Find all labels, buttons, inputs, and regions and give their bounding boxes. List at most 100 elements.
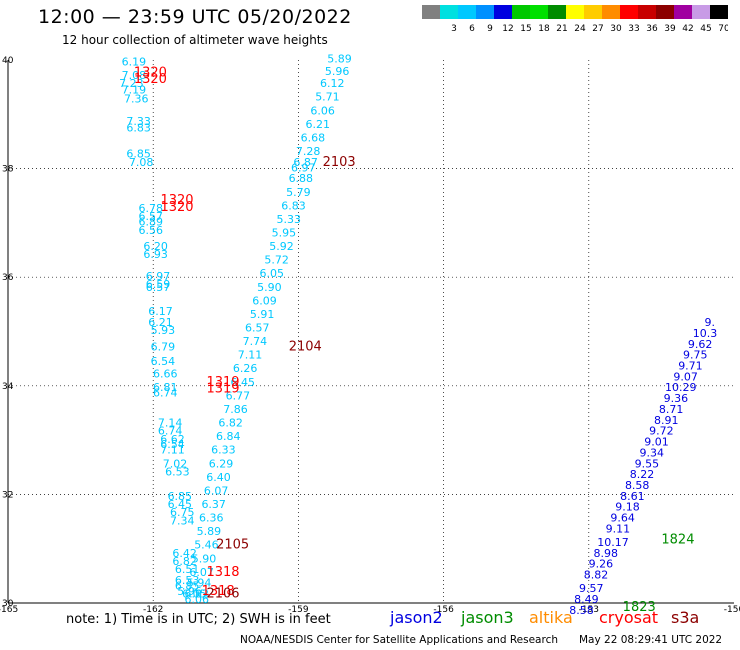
latitude-tick-label: 36 <box>2 273 14 283</box>
wave-height-value: 6.93 <box>143 248 168 261</box>
wave-height-value: 6.40 <box>206 471 231 484</box>
wave-height-value: 6.06 <box>185 593 210 606</box>
wave-height-value: 6.85 <box>126 148 151 161</box>
wave-height-value: 7.14 <box>158 417 183 430</box>
wave-height-value: 10.3 <box>693 327 718 340</box>
footer-credit: NOAA/NESDIS Center for Satellite Applica… <box>240 634 558 646</box>
pass-time-label: 1320 <box>134 65 167 80</box>
legend-level-label: 3 <box>451 24 457 34</box>
wave-height-value: 9.72 <box>649 425 674 438</box>
legend-swatch <box>512 5 530 19</box>
wave-height-value: 7.02 <box>163 457 188 470</box>
note-text: note: 1) Time is in UTC; 2) SWH is in fe… <box>66 612 331 627</box>
wave-height-value: 6.74 <box>153 387 178 400</box>
longitude-tick-label: -162 <box>143 605 163 615</box>
wave-height-value: 7.23 <box>119 77 144 90</box>
wave-height-value: 9.57 <box>579 582 604 595</box>
legend-swatch <box>638 5 656 19</box>
wave-height-value: 8.49 <box>574 593 599 606</box>
wave-height-value: 6.45 <box>168 498 193 511</box>
pass-time-label: 1320 <box>134 72 167 87</box>
wave-height-value: 6.74 <box>158 425 183 438</box>
wave-height-value: 5.71 <box>315 91 340 104</box>
pass-time-label: 2103 <box>323 155 356 170</box>
wave-height-value: 5.89 <box>327 53 352 66</box>
latitude-tick-label: 32 <box>2 490 13 500</box>
legend-swatch <box>710 5 728 19</box>
satellite-cryosat-label: cryosat <box>599 608 659 627</box>
wave-height-value: 6.89 <box>139 216 164 229</box>
wave-height-value: 5.33 <box>276 213 301 226</box>
wave-height-value: 7.33 <box>126 115 151 128</box>
latitude-tick-label: 30 <box>2 599 14 609</box>
wave-height-value: 6.59 <box>146 278 171 291</box>
latitude-tick-label: 40 <box>2 56 14 66</box>
wave-height-value: 6.54 <box>160 438 185 451</box>
wave-height-value: 9.55 <box>635 457 660 470</box>
wave-height-value: 10.29 <box>665 381 697 394</box>
wave-height-value: 6.21 <box>306 118 331 131</box>
legend-level-label: 36 <box>646 24 658 34</box>
wave-height-value: 7.11 <box>160 444 185 457</box>
wave-height-value: 8.91 <box>654 414 679 427</box>
wave-height-value: 9.01 <box>644 436 669 449</box>
wave-height-value: 6.88 <box>289 172 314 185</box>
wave-height-value: 6.84 <box>216 430 241 443</box>
legend-swatch <box>458 5 476 19</box>
wave-height-value: 5.89 <box>197 525 222 538</box>
wave-height-value: 5.96 <box>177 585 202 598</box>
wave-height-value: 6.54 <box>151 355 176 368</box>
wave-height-value: 9.11 <box>606 522 631 535</box>
wave-height-value: 6.82 <box>172 555 197 568</box>
legend-level-label: 39 <box>664 24 676 34</box>
wave-height-value: 6.57 <box>139 210 164 223</box>
legend-swatch <box>422 5 440 19</box>
wave-height-value: 6.78 <box>139 202 164 215</box>
wave-height-value: 5.72 <box>264 254 289 267</box>
wave-height-value: 6.56 <box>139 224 164 237</box>
wave-height-value: 8.71 <box>659 403 684 416</box>
wave-height-value: 6.07 <box>189 566 214 579</box>
legend-swatch <box>548 5 566 19</box>
pass-time-label: 2105 <box>216 538 249 553</box>
wave-height-value: 7.36 <box>124 92 149 105</box>
legend-level-label: 42 <box>682 24 693 34</box>
legend-level-label: 12 <box>502 24 513 34</box>
wave-height-value: 6.19 <box>122 55 147 68</box>
pass-time-label: 2104 <box>289 340 322 355</box>
wave-height-value: 5.79 <box>286 186 311 199</box>
wave-height-value: 5.46 <box>194 539 219 552</box>
wave-height-value: 6.17 <box>148 305 173 318</box>
pass-time-label: 1319 <box>206 375 239 390</box>
legend-level-label: 24 <box>574 24 586 34</box>
wave-height-value: 6.77 <box>226 389 251 402</box>
wave-height-value: 6.82 <box>218 417 243 430</box>
wave-height-value: 6.79 <box>151 341 176 354</box>
wave-height-value: 7.11 <box>238 349 263 362</box>
wave-height-value: 6.62 <box>160 433 185 446</box>
wave-height-value: 6.97 <box>291 161 316 174</box>
wave-height-value: 9. <box>705 316 716 329</box>
legend-swatch <box>494 5 512 19</box>
pass-time-label: 1320 <box>160 200 193 215</box>
wave-height-value: 5.94 <box>187 577 212 590</box>
legend-level-label: 30 <box>610 24 622 34</box>
wave-height-value: 6.85 <box>168 490 193 503</box>
legend-swatch <box>530 5 548 19</box>
wave-height-value: 6.36 <box>199 512 224 525</box>
wave-height-value: 9.71 <box>678 360 703 373</box>
longitude-tick-label: -150 <box>724 605 740 615</box>
wave-height-value: 6.85 <box>175 579 200 592</box>
legend-swatch <box>584 5 602 19</box>
wave-height-value: 5.92 <box>269 240 294 253</box>
pass-time-label: 1824 <box>661 532 694 547</box>
wave-height-value: 6.20 <box>143 240 168 253</box>
wave-height-value: 6.42 <box>172 547 197 560</box>
wave-height-value: 7.19 <box>122 84 147 97</box>
wave-height-value: 7.28 <box>296 145 321 158</box>
wave-height-value: 6.53 <box>175 574 200 587</box>
satellite-altika-label: altika <box>529 608 573 627</box>
wave-height-value: 6.51 <box>175 563 200 576</box>
wave-height-value: 6.68 <box>301 131 326 144</box>
